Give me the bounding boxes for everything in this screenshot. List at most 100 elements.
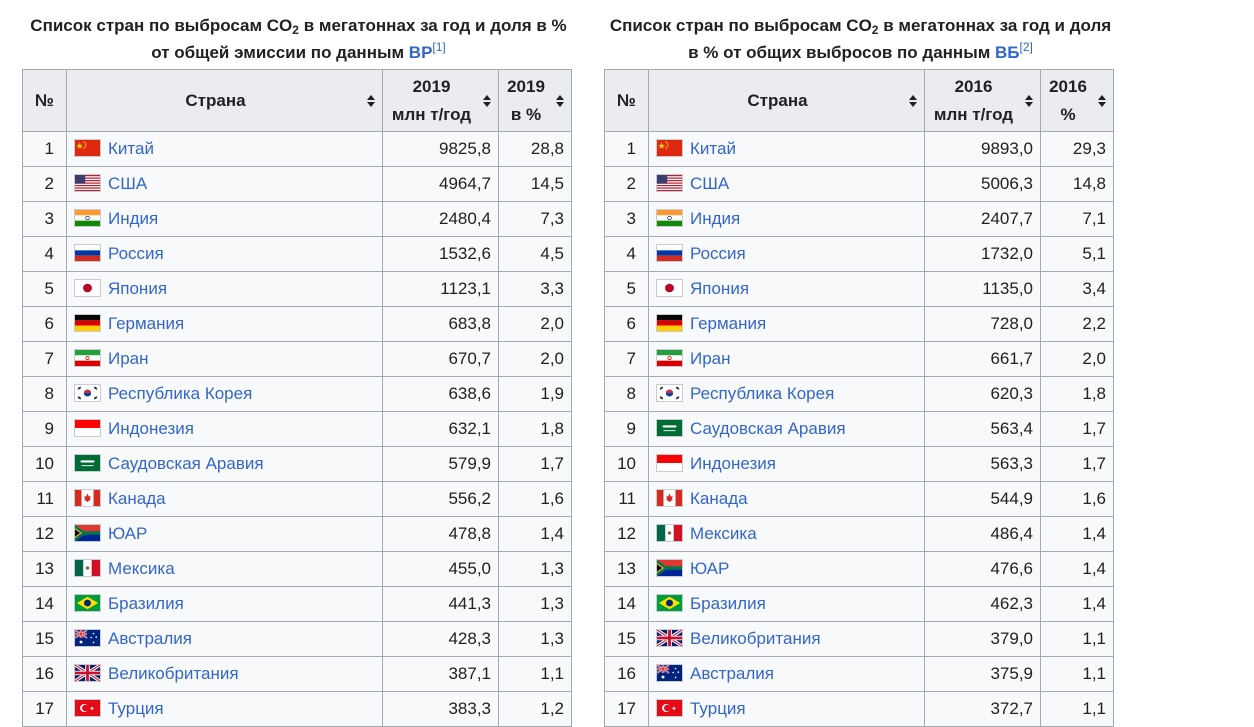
share-cell: 1,4	[1040, 516, 1114, 552]
sort-icon[interactable]	[1098, 94, 1107, 107]
emission-value-cell: 486,4	[924, 516, 1041, 552]
source-link[interactable]: ВБ	[995, 43, 1020, 62]
country-link[interactable]: Россия	[690, 244, 746, 263]
country-cell: Мексика	[66, 551, 383, 587]
rank-cell: 9	[604, 411, 649, 447]
country-link[interactable]: Великобритания	[108, 664, 239, 683]
rank-cell: 1	[604, 131, 649, 167]
country-link[interactable]: Китай	[690, 139, 736, 158]
rank-cell: 9	[22, 411, 67, 447]
country-link[interactable]: ЮАР	[108, 524, 148, 543]
rank-cell: 8	[604, 376, 649, 412]
country-link[interactable]: Индия	[690, 209, 741, 228]
flag-au-icon	[74, 629, 101, 647]
flag-in-icon	[74, 209, 101, 227]
country-link[interactable]: Бразилия	[108, 594, 184, 613]
country-link[interactable]: ЮАР	[690, 559, 730, 578]
header-value[interactable]: 2016 млн т/год	[924, 69, 1041, 132]
country-link[interactable]: Австралия	[108, 629, 192, 648]
table-row: 14 Бразилия 441,3 1,3	[22, 586, 572, 622]
country-link[interactable]: Саудовская Аравия	[690, 419, 846, 438]
flag-ir-icon	[74, 349, 101, 367]
table-row: 9 Саудовская Аравия 563,4 1,7	[604, 411, 1114, 447]
country-link[interactable]: Саудовская Аравия	[108, 454, 264, 473]
flag-kr-icon	[74, 384, 101, 402]
country-link[interactable]: Япония	[108, 279, 168, 298]
country-link[interactable]: Индонезия	[108, 419, 194, 438]
header-share[interactable]: 2016%	[1040, 69, 1114, 132]
country-link[interactable]: Мексика	[108, 559, 175, 578]
emission-value-cell: 387,1	[382, 656, 499, 692]
country-link[interactable]: Россия	[108, 244, 164, 263]
sort-icon[interactable]	[367, 94, 376, 107]
rank-cell: 12	[22, 516, 67, 552]
country-link[interactable]: Иран	[690, 349, 731, 368]
emission-value-cell: 563,4	[924, 411, 1041, 447]
sort-icon[interactable]	[909, 94, 918, 107]
country-link[interactable]: Китай	[108, 139, 154, 158]
country-link[interactable]: Индия	[108, 209, 159, 228]
country-cell: Япония	[66, 271, 383, 307]
flag-us-icon	[74, 174, 101, 192]
country-link[interactable]: Республика Корея	[690, 384, 835, 403]
country-link[interactable]: Турция	[108, 699, 164, 718]
country-link[interactable]: Великобритания	[690, 629, 821, 648]
table-row: 7 Иран 661,7 2,0	[604, 341, 1114, 377]
country-link[interactable]: Индонезия	[690, 454, 776, 473]
emission-value-cell: 2480,4	[382, 201, 499, 237]
rank-cell: 11	[604, 481, 649, 517]
country-link[interactable]: Мексика	[690, 524, 757, 543]
flag-cn-icon	[656, 139, 683, 157]
flag-gb-icon	[656, 629, 683, 647]
country-link[interactable]: США	[108, 174, 148, 193]
emission-value-cell: 620,3	[924, 376, 1041, 412]
table-caption: Список стран по выбросам CO2 в мегатонна…	[604, 12, 1117, 66]
country-link[interactable]: Республика Корея	[108, 384, 253, 403]
flag-in-icon	[656, 209, 683, 227]
table-row: 14 Бразилия 462,3 1,4	[604, 586, 1114, 622]
table-caption: Список стран по выбросам CO2 в мегатонна…	[22, 12, 575, 66]
country-cell: Саудовская Аравия	[66, 446, 383, 482]
share-cell: 1,3	[498, 621, 572, 657]
flag-ir-icon	[656, 349, 683, 367]
country-link[interactable]: Австралия	[690, 664, 774, 683]
emission-value-cell: 1732,0	[924, 236, 1041, 272]
header-share[interactable]: 2019 в %	[498, 69, 572, 132]
country-link[interactable]: Турция	[690, 699, 746, 718]
sort-icon[interactable]	[1025, 94, 1034, 107]
flag-mx-icon	[656, 524, 683, 542]
country-link[interactable]: Германия	[108, 314, 185, 333]
flag-us-icon	[656, 174, 683, 192]
country-link[interactable]: Бразилия	[690, 594, 766, 613]
country-cell: Германия	[66, 306, 383, 342]
emission-value-cell: 683,8	[382, 306, 499, 342]
rank-cell: 15	[604, 621, 649, 657]
header-country[interactable]: Страна	[66, 69, 383, 132]
flag-jp-icon	[74, 279, 101, 297]
header-value[interactable]: 2019 млн т/год	[382, 69, 499, 132]
country-link[interactable]: Германия	[690, 314, 767, 333]
share-cell: 1,4	[1040, 586, 1114, 622]
table-row: 3 Индия 2407,7 7,1	[604, 201, 1114, 237]
country-link[interactable]: Иран	[108, 349, 149, 368]
header-country[interactable]: Страна	[648, 69, 925, 132]
sort-icon[interactable]	[556, 94, 565, 107]
reference-link[interactable]: [2]	[1019, 40, 1033, 54]
caption-text-2: в мегатоннах за год и доля в % от общей …	[151, 16, 567, 62]
table-row: 16 Австралия 375,9 1,1	[604, 656, 1114, 692]
emission-value-cell: 670,7	[382, 341, 499, 377]
reference-link[interactable]: [1]	[432, 40, 446, 54]
country-cell: Россия	[66, 236, 383, 272]
country-cell: Китай	[648, 131, 925, 167]
table-row: 3 Индия 2480,4 7,3	[22, 201, 572, 237]
source-link[interactable]: BP	[408, 43, 433, 62]
share-cell: 1,7	[1040, 446, 1114, 482]
country-link[interactable]: Канада	[690, 489, 748, 508]
rank-cell: 11	[22, 481, 67, 517]
country-link[interactable]: Япония	[690, 279, 750, 298]
country-link[interactable]: США	[690, 174, 730, 193]
country-link[interactable]: Канада	[108, 489, 166, 508]
country-cell: Республика Корея	[66, 376, 383, 412]
emission-value-cell: 579,9	[382, 446, 499, 482]
sort-icon[interactable]	[483, 94, 492, 107]
